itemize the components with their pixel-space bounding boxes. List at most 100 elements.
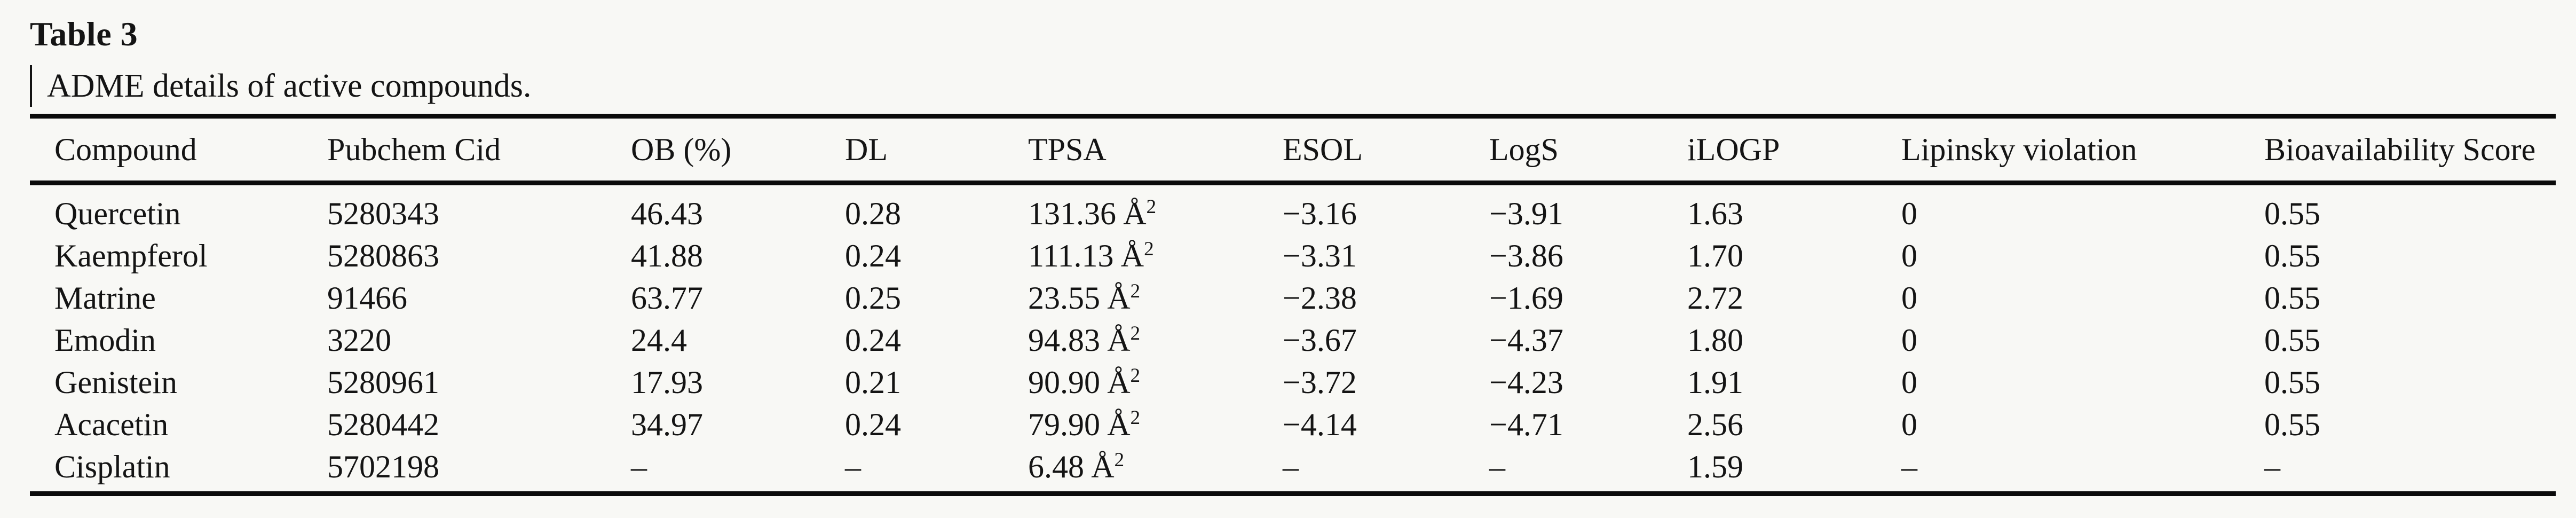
cell-lipinsky: 0: [1901, 407, 1917, 442]
cell-lipinsky: 0: [1901, 238, 1917, 273]
cell-tpsa: 6.48 Å2: [1028, 446, 1283, 488]
cell-compound: Kaempferol: [54, 238, 208, 273]
table-title: Table 3: [30, 15, 138, 53]
cell-dl: –: [845, 449, 861, 484]
cell-esol: −3.67: [1283, 323, 1357, 358]
col-header-pubchem-cid: Pubchem Cid: [327, 131, 501, 167]
cell-compound: Acacetin: [54, 407, 169, 442]
cell-pubchem-cid: 5702198: [327, 449, 439, 484]
table-caption-row: ADME details of active compounds.: [30, 65, 2556, 107]
cell-ob: 17.93: [631, 365, 703, 400]
cell-tpsa: 131.36 Å2: [1028, 193, 1283, 235]
cell-esol: −2.38: [1283, 280, 1357, 316]
cell-esol: –: [1283, 449, 1299, 484]
cell-ilogp: 1.59: [1687, 449, 1743, 484]
cell-ilogp: 1.63: [1687, 196, 1743, 231]
cell-ob: 46.43: [631, 196, 703, 231]
cell-ob: 63.77: [631, 280, 703, 316]
col-header-esol: ESOL: [1283, 131, 1363, 167]
cell-lipinsky: 0: [1901, 280, 1917, 316]
cell-compound: Quercetin: [54, 196, 181, 231]
cell-logs: −3.86: [1489, 238, 1563, 273]
table-row: Acacetin 5280442 34.97 0.24 79.90 Å2 −4.1…: [30, 404, 2556, 446]
tpsa-value: 111.13: [1028, 238, 1114, 273]
tpsa-angstrom-unit: Å: [1107, 365, 1131, 400]
cell-ob: 24.4: [631, 323, 687, 358]
cell-logs: −4.37: [1489, 323, 1563, 358]
cell-bioavailability: 0.55: [2264, 280, 2320, 316]
table-row: Kaempferol 5280863 41.88 0.24 111.13 Å2 −…: [30, 235, 2556, 277]
table-body: Quercetin 5280343 46.43 0.28 131.36 Å2 −3…: [30, 185, 2556, 491]
tpsa-angstrom-unit: Å: [1107, 407, 1131, 442]
tpsa-exponent: 2: [1144, 238, 1154, 260]
cell-ob: 34.97: [631, 407, 703, 442]
cell-bioavailability: 0.55: [2264, 238, 2320, 273]
bottom-rule: [30, 491, 2556, 496]
col-header-ob: OB (%): [631, 131, 732, 167]
top-rule: [30, 114, 2556, 119]
tpsa-value: 79.90: [1028, 407, 1100, 442]
table-row: Genistein 5280961 17.93 0.21 90.90 Å2 −3.…: [30, 362, 2556, 404]
cell-compound: Cisplatin: [54, 449, 170, 484]
col-header-tpsa: TPSA: [1028, 131, 1107, 167]
tpsa-angstrom-unit: Å: [1091, 449, 1115, 484]
col-header-ilogp: iLOGP: [1687, 131, 1780, 167]
tpsa-value: 90.90: [1028, 365, 1100, 400]
cell-pubchem-cid: 5280343: [327, 196, 439, 231]
cell-dl: 0.28: [845, 196, 901, 231]
cell-compound: Matrine: [54, 280, 156, 316]
cell-logs: −3.91: [1489, 196, 1563, 231]
cell-esol: −3.31: [1283, 238, 1357, 273]
cell-lipinsky: –: [1901, 449, 1917, 484]
tpsa-angstrom-unit: Å: [1120, 238, 1144, 273]
tpsa-angstrom-unit: Å: [1107, 280, 1131, 316]
tpsa-angstrom-unit: Å: [1107, 323, 1131, 358]
col-header-compound: Compound: [54, 131, 197, 167]
cell-ilogp: 2.72: [1687, 280, 1743, 316]
cell-dl: 0.21: [845, 365, 901, 400]
tpsa-angstrom-unit: Å: [1123, 196, 1147, 231]
table-row: Matrine 91466 63.77 0.25 23.55 Å2 −2.38 −…: [30, 277, 2556, 319]
cell-dl: 0.24: [845, 323, 901, 358]
cell-dl: 0.24: [845, 238, 901, 273]
cell-pubchem-cid: 5280442: [327, 407, 439, 442]
cell-esol: −3.16: [1283, 196, 1357, 231]
cell-logs: −1.69: [1489, 280, 1563, 316]
cell-bioavailability: –: [2264, 449, 2280, 484]
tpsa-value: 23.55: [1028, 280, 1100, 316]
cell-lipinsky: 0: [1901, 323, 1917, 358]
caption-bar: [30, 65, 32, 107]
cell-compound: Emodin: [54, 323, 156, 358]
table-row: Quercetin 5280343 46.43 0.28 131.36 Å2 −3…: [30, 193, 2556, 235]
col-header-lipinsky: Lipinsky violation: [1901, 131, 2137, 167]
cell-esol: −4.14: [1283, 407, 1357, 442]
header-rule: [30, 180, 2556, 185]
tpsa-exponent: 2: [1130, 280, 1141, 302]
cell-tpsa: 79.90 Å2: [1028, 404, 1283, 446]
cell-pubchem-cid: 5280961: [327, 365, 439, 400]
tpsa-exponent: 2: [1130, 323, 1141, 344]
cell-pubchem-cid: 3220: [327, 323, 391, 358]
cell-logs: −4.71: [1489, 407, 1563, 442]
cell-dl: 0.24: [845, 407, 901, 442]
table-caption: ADME details of active compounds.: [47, 68, 532, 104]
cell-tpsa: 111.13 Å2: [1028, 235, 1283, 277]
tpsa-value: 94.83: [1028, 323, 1100, 358]
cell-tpsa: 90.90 Å2: [1028, 362, 1283, 404]
cell-ob: –: [631, 449, 647, 484]
cell-tpsa: 23.55 Å2: [1028, 277, 1283, 319]
col-header-logs: LogS: [1489, 131, 1559, 167]
col-header-bioavailability: Bioavailability Score: [2264, 131, 2536, 167]
table-row: Emodin 3220 24.4 0.24 94.83 Å2 −3.67 −4.3…: [30, 319, 2556, 362]
cell-ob: 41.88: [631, 238, 703, 273]
tpsa-value: 131.36: [1028, 196, 1116, 231]
cell-bioavailability: 0.55: [2264, 365, 2320, 400]
cell-logs: –: [1489, 449, 1505, 484]
cell-bioavailability: 0.55: [2264, 323, 2320, 358]
col-header-dl: DL: [845, 131, 888, 167]
cell-pubchem-cid: 5280863: [327, 238, 439, 273]
cell-compound: Genistein: [54, 365, 177, 400]
cell-lipinsky: 0: [1901, 196, 1917, 231]
cell-logs: −4.23: [1489, 365, 1563, 400]
